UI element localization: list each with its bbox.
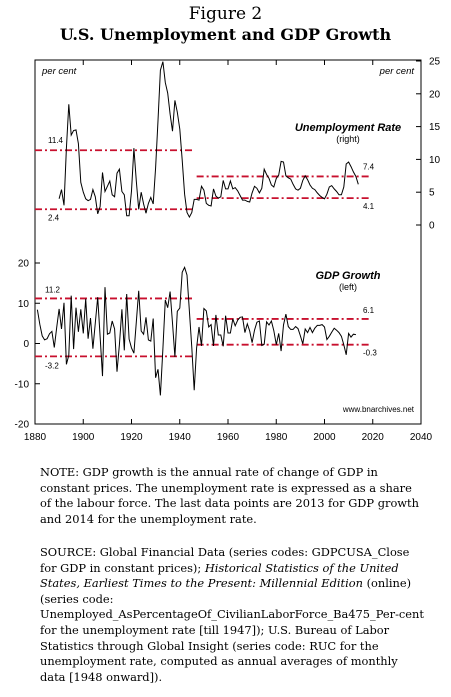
x-tick-label: 1880: [24, 432, 47, 443]
x-tick-label: 2020: [362, 432, 385, 443]
gdp-subtitle: (left): [339, 282, 357, 292]
gdp-growth-line: [36, 266, 356, 396]
gdp-ref-label: -3.2: [45, 361, 59, 370]
left-tick-label: 20: [18, 259, 30, 270]
gdp-ref-label: 11.2: [45, 285, 61, 294]
unemployment-title: Unemployment Rate: [295, 122, 401, 134]
x-tick-label: 1900: [72, 432, 95, 443]
x-tick-label: 1980: [265, 432, 288, 443]
unemployment-ref-label: 4.1: [363, 202, 375, 211]
left-tick-label: -10: [15, 379, 30, 390]
watermark: www.bnarchives.net: [342, 405, 415, 414]
x-tick-label: 2000: [313, 432, 336, 443]
unemployment-ref-label: 7.4: [363, 162, 375, 171]
note-text: NOTE: GDP growth is the annual rate of c…: [40, 465, 419, 526]
unemployment-line: [58, 61, 359, 219]
right-tick-label: 5: [429, 188, 435, 199]
source-italic: Historical Statistics of the United Stat…: [40, 560, 399, 591]
left-tick-label: 0: [23, 339, 29, 350]
gdp-ref-label: -0.3: [363, 349, 377, 358]
left-tick-label: 10: [18, 299, 30, 310]
source-text: SOURCE: Global Financial Data (series co…: [40, 545, 424, 684]
right-tick-label: 25: [429, 57, 441, 68]
unemployment-ref-label: 2.4: [48, 213, 60, 222]
figure-title: U.S. Unemployment and GDP Growth: [59, 25, 392, 44]
right-axis-label: per cent: [379, 66, 415, 77]
gdp-ref-label: 6.1: [363, 306, 375, 315]
x-tick-label: 1920: [120, 432, 143, 443]
unemployment-subtitle: (right): [336, 134, 360, 144]
x-tick-label: 1940: [169, 432, 192, 443]
x-tick-label: 1960: [217, 432, 240, 443]
left-axis-label: per cent: [41, 66, 77, 77]
left-tick-label: -20: [15, 420, 30, 431]
right-tick-label: 20: [429, 89, 441, 100]
unemployment-ref-label: 11.4: [48, 136, 64, 145]
gdp-title: GDP Growth: [316, 270, 381, 282]
figure-label: Figure 2: [188, 4, 263, 24]
chart: 1880 1900 1920 1940 1960 1980 2000 2020 20400510…: [15, 57, 441, 444]
right-tick-label: 0: [429, 221, 435, 232]
right-tick-label: 10: [429, 155, 441, 166]
right-tick-label: 15: [429, 122, 441, 133]
x-tick-label: 2040: [410, 432, 433, 443]
plot-frame: [34, 59, 422, 425]
